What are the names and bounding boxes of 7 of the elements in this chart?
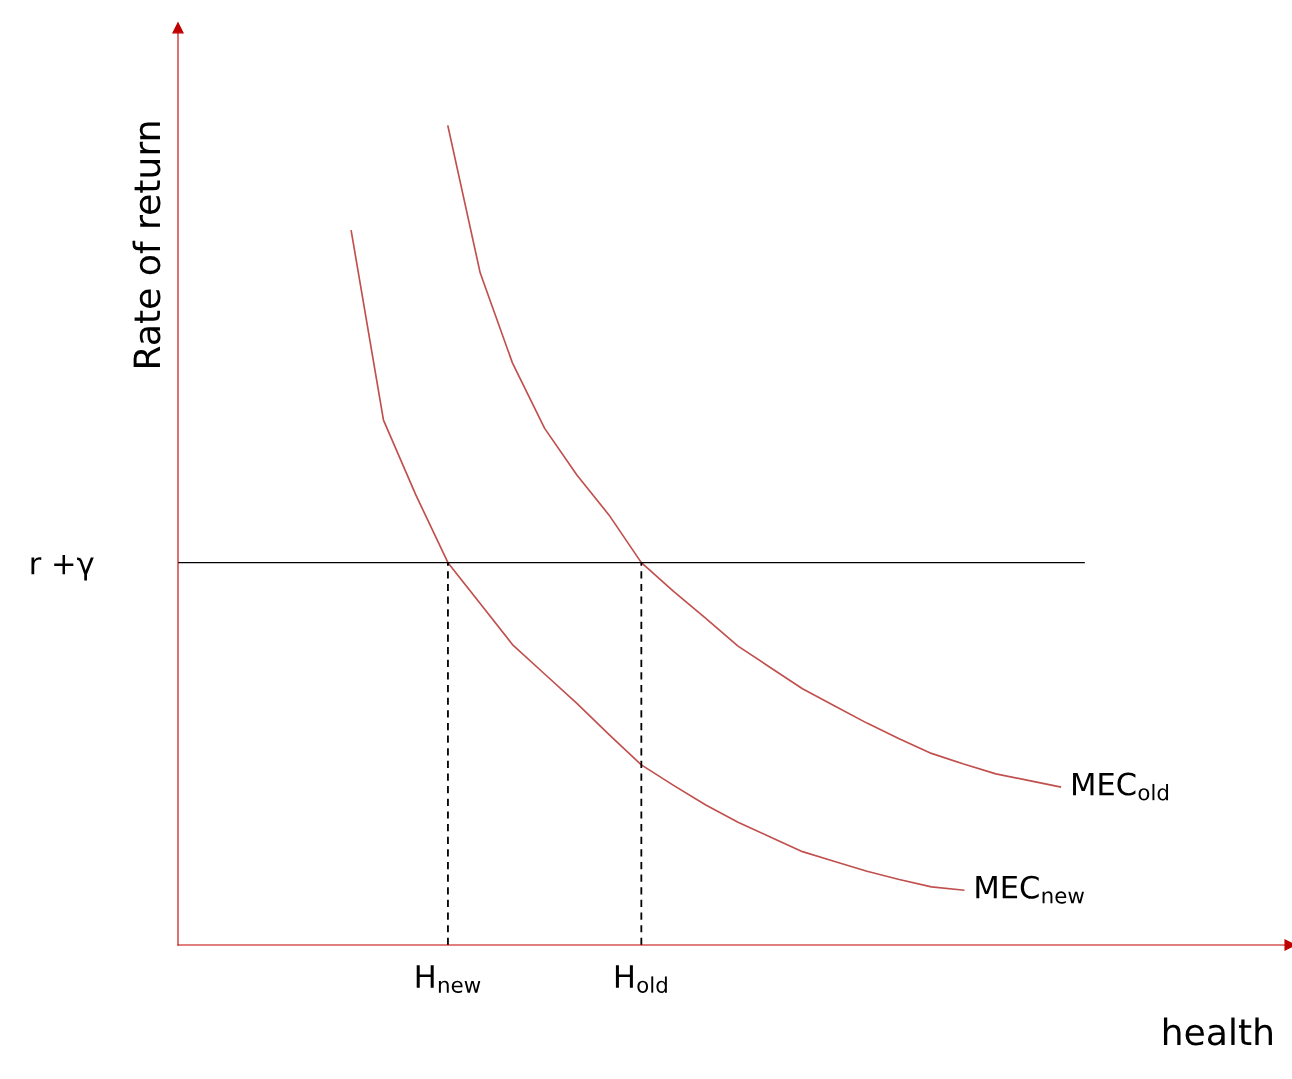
series-label: MEC$_{old}$ xyxy=(1073,772,1169,801)
x-tick-label: H$_{new}$ xyxy=(416,965,481,993)
y-axis-title: Rate of return xyxy=(132,122,161,367)
x-tick-label: H$_{old}$ xyxy=(615,965,667,993)
ref-line-label: r +γ xyxy=(31,555,94,581)
series-label: MEC$_{new}$ xyxy=(976,875,1084,904)
x-axis-title: health xyxy=(1163,1017,1272,1046)
